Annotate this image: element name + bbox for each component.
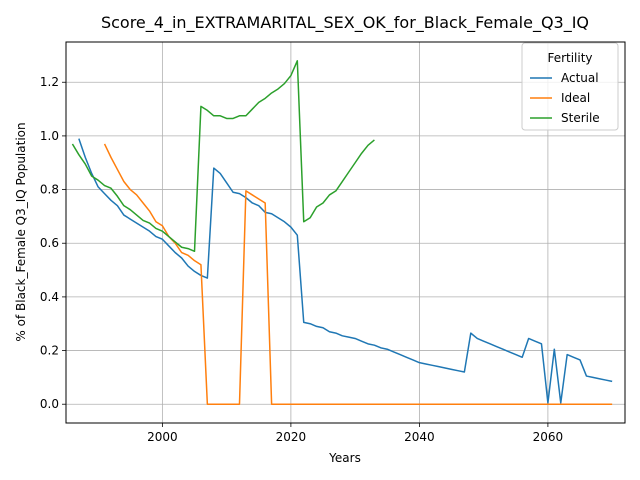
x-tick-label: 2060 xyxy=(533,430,564,444)
grid-lines xyxy=(66,42,625,423)
y-tick-label: 0.0 xyxy=(40,397,59,411)
x-axis-label: Years xyxy=(328,451,361,465)
series-lines xyxy=(71,60,613,405)
axis-ticks: 2000 2020 2040 2060 0.0 0.2 0.4 0.6 0.8 1.0 1.2 xyxy=(40,75,563,444)
plot-frame xyxy=(65,41,626,424)
y-tick-label: 0.6 xyxy=(40,236,59,250)
legend-label-sterile: Sterile xyxy=(561,111,600,125)
y-axis-label: % of Black_Female Q3_IQ Population xyxy=(14,122,28,341)
x-tick-label: 2000 xyxy=(147,430,178,444)
legend: Fertility Actual Ideal Sterile xyxy=(521,42,619,131)
legend-label-actual: Actual xyxy=(561,71,599,85)
y-tick-label: 1.2 xyxy=(40,75,59,89)
y-tick-label: 0.2 xyxy=(40,344,59,358)
legend-box xyxy=(521,42,619,131)
series-line-sterile xyxy=(71,60,375,253)
chart-title: Score_4_in_EXTRAMARITAL_SEX_OK_for_Black… xyxy=(101,13,589,33)
y-tick-label: 0.4 xyxy=(40,290,59,304)
series-line-ideal xyxy=(103,143,613,405)
legend-title: Fertility xyxy=(547,51,592,65)
x-tick-label: 2020 xyxy=(276,430,307,444)
y-tick-label: 1.0 xyxy=(40,129,59,143)
y-tick-label: 0.8 xyxy=(40,183,59,197)
x-tick-label: 2040 xyxy=(404,430,435,444)
legend-label-ideal: Ideal xyxy=(561,91,590,105)
series-line-actual xyxy=(78,138,613,404)
